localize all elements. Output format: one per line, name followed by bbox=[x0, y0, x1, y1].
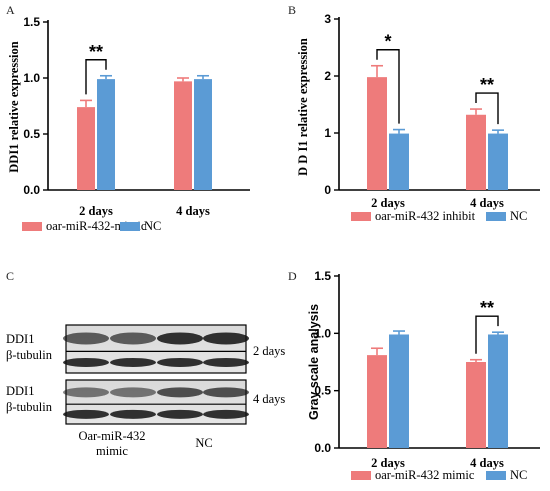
bar-red-1 bbox=[367, 355, 387, 448]
y-axis-label: D D I1 relative expression bbox=[296, 38, 310, 176]
bar-red-2 bbox=[174, 81, 192, 190]
bar-red-2 bbox=[466, 362, 486, 448]
legend-swatch bbox=[486, 471, 506, 480]
bar-red-1 bbox=[77, 107, 95, 190]
legend-swatch bbox=[351, 212, 371, 221]
bar-blue-1 bbox=[389, 133, 409, 190]
y-tick-label: 2 bbox=[324, 69, 331, 83]
y-tick-label: 1 bbox=[324, 126, 331, 140]
x-tick-label: 2 days bbox=[371, 456, 405, 470]
chart-panel-d: D 0.0 0.5 1.0 1.5 Gray scale analysis 2 days 4 … bbox=[288, 269, 540, 482]
blot-group-label: 2 days bbox=[253, 344, 285, 358]
blot-band bbox=[203, 332, 249, 345]
x-tick-label: 4 days bbox=[176, 204, 210, 218]
bar-blue-2 bbox=[488, 133, 508, 190]
significance-bracket bbox=[376, 49, 400, 124]
blot-band bbox=[157, 357, 203, 367]
bar-red-2 bbox=[466, 114, 486, 190]
lane-label-mimic: mimic bbox=[96, 444, 128, 458]
blot-row-label: β-tubulin bbox=[6, 348, 53, 362]
blot-band bbox=[110, 332, 156, 345]
y-tick-label: 1.5 bbox=[23, 15, 40, 29]
blot-band bbox=[110, 387, 156, 398]
y-tick-label: 0.0 bbox=[314, 441, 331, 455]
significance-mark: ** bbox=[480, 75, 494, 95]
x-tick-label: 4 days bbox=[470, 196, 504, 210]
bar-blue-1 bbox=[97, 79, 115, 190]
y-tick-label: 1.0 bbox=[314, 326, 331, 340]
x-tick-label: 2 days bbox=[371, 196, 405, 210]
y-axis-label: Gray scale analysis bbox=[307, 304, 321, 420]
panel-letter: B bbox=[288, 3, 296, 17]
blot-band bbox=[157, 332, 203, 345]
y-tick-label: 0.5 bbox=[23, 127, 40, 141]
legend-swatch bbox=[120, 222, 140, 231]
lane-label-mimic: Oar-miR-432 bbox=[78, 429, 145, 443]
blot-band bbox=[110, 409, 156, 419]
blot-band bbox=[63, 357, 109, 367]
y-axis-label: DDI1 relative expression bbox=[7, 41, 21, 173]
legend-label: NC bbox=[510, 209, 527, 223]
significance-bracket bbox=[475, 315, 499, 354]
blot-row-label: DDI1 bbox=[6, 384, 34, 398]
x-tick-label: 2 days bbox=[79, 204, 113, 218]
blot-group-label: 4 days bbox=[253, 392, 285, 406]
significance-bracket bbox=[85, 59, 107, 95]
bar-blue-2 bbox=[488, 334, 508, 448]
x-tick-label: 4 days bbox=[470, 456, 504, 470]
legend-label: NC bbox=[144, 219, 161, 233]
bar-red-1 bbox=[367, 77, 387, 190]
blot-band bbox=[203, 409, 249, 419]
legend-swatch bbox=[486, 212, 506, 221]
y-tick-label: 1.0 bbox=[23, 71, 40, 85]
legend-label: NC bbox=[510, 468, 527, 482]
significance-mark: ** bbox=[89, 42, 103, 62]
y-tick-label: 1.5 bbox=[314, 269, 331, 283]
y-tick-label: 0.0 bbox=[23, 183, 40, 197]
blot-band bbox=[110, 357, 156, 367]
panel-letter: C bbox=[6, 269, 14, 283]
blot-band bbox=[63, 409, 109, 419]
blot-row-label: β-tubulin bbox=[6, 400, 53, 414]
legend-label: oar-miR-432 inhibit bbox=[375, 209, 476, 223]
y-tick-label: 3 bbox=[324, 12, 331, 26]
significance-bracket bbox=[475, 92, 499, 125]
blot-band bbox=[203, 357, 249, 367]
blot-band bbox=[157, 387, 203, 398]
legend-swatch bbox=[22, 222, 42, 231]
blot-band bbox=[203, 387, 249, 398]
blot-band bbox=[63, 387, 109, 398]
chart-panel-b: B 0 1 2 3 D D I1 relative expression 2 days 4 d… bbox=[288, 3, 540, 223]
bar-blue-2 bbox=[194, 79, 212, 190]
y-tick-label: 0 bbox=[324, 183, 331, 197]
blot-band bbox=[157, 409, 203, 419]
significance-mark: ** bbox=[480, 298, 494, 318]
lane-label-nc: NC bbox=[195, 436, 212, 450]
y-tick-label: 0.5 bbox=[314, 384, 331, 398]
panel-letter: A bbox=[6, 3, 15, 17]
panel-letter: D bbox=[288, 269, 297, 283]
bar-blue-1 bbox=[389, 334, 409, 448]
blot-row-label: DDI1 bbox=[6, 332, 34, 346]
blot-band bbox=[63, 332, 109, 345]
legend-swatch bbox=[351, 471, 371, 480]
blot-panel-c: C DDI1 β-tubulin DDI1 β-tubulin 2 days 4 days O… bbox=[6, 269, 285, 458]
legend-label: oar-miR-432 mimic bbox=[375, 468, 475, 482]
significance-mark: * bbox=[384, 32, 391, 52]
